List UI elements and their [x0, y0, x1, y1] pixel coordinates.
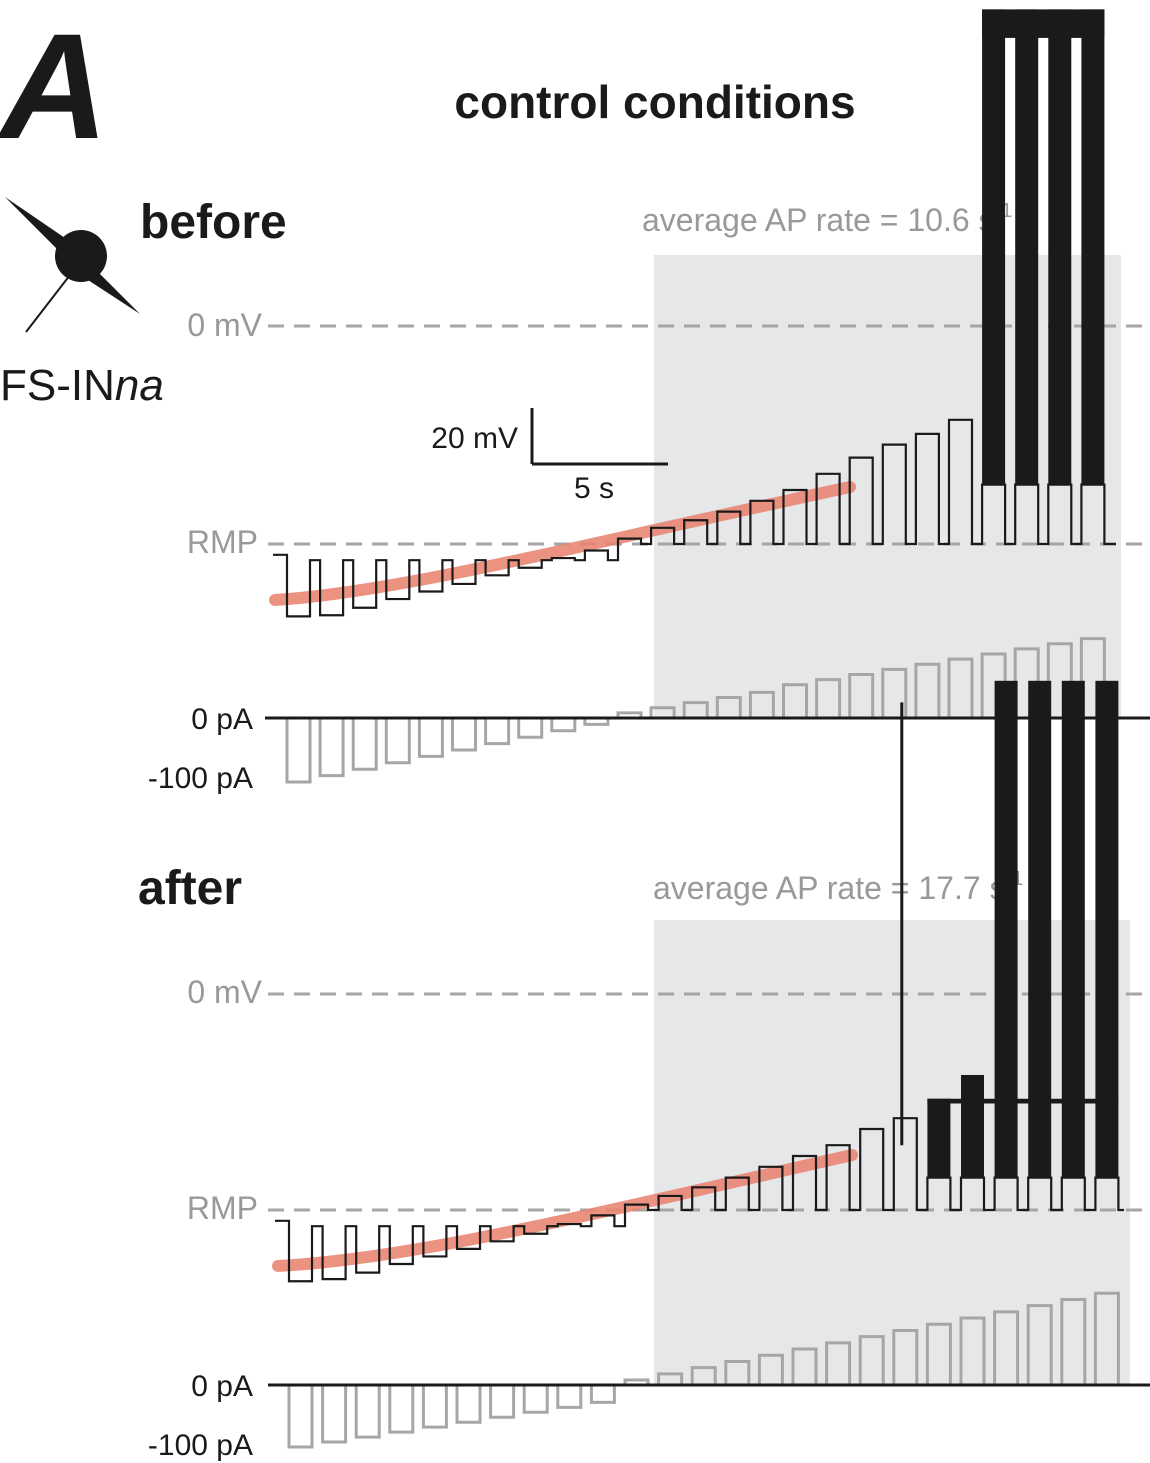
current-step	[388, 1385, 415, 1434]
current-step	[1026, 1304, 1053, 1385]
minus100-pa-label-before: -100 pA	[148, 762, 253, 795]
current-step	[287, 1385, 314, 1449]
current-step	[421, 1385, 448, 1429]
current-step	[384, 718, 411, 765]
rmp-label-after: RMP	[187, 1190, 258, 1226]
current-step	[417, 718, 444, 758]
current-step	[351, 718, 378, 771]
current-step	[616, 711, 643, 718]
current-step	[848, 672, 875, 718]
current-step	[858, 1335, 885, 1385]
spike-band	[982, 9, 1006, 485]
current-step	[782, 683, 808, 718]
spike-band	[1048, 9, 1072, 485]
panel-letter: A	[0, 2, 108, 170]
current-step	[1093, 1291, 1120, 1385]
cell-type-subscript: na	[115, 361, 164, 410]
current-step	[589, 1385, 616, 1404]
scale-bar-voltage: 20 mV	[431, 422, 518, 455]
current-step	[881, 667, 908, 718]
shade-region-after	[654, 920, 1130, 1385]
current-step	[825, 1341, 852, 1385]
spike-band-peak	[982, 9, 1105, 38]
current-step	[484, 718, 511, 746]
current-step	[318, 718, 345, 778]
scale-bar: 20 mV 5 s	[431, 408, 668, 505]
current-step	[455, 1385, 482, 1424]
current-step	[914, 662, 941, 718]
current-steps-after	[287, 1291, 1120, 1449]
current-step	[791, 1347, 818, 1385]
cell-type-label: FS-INna	[0, 361, 164, 410]
zero-pa-label-after: 0 pA	[191, 1370, 253, 1403]
spike-band	[1095, 680, 1119, 1178]
current-step	[556, 1385, 583, 1409]
current-step	[959, 1316, 986, 1385]
spike-band	[1015, 9, 1039, 485]
voltage-trace-line	[273, 418, 1116, 618]
current-step	[682, 701, 709, 718]
voltage-trace-after	[275, 680, 1124, 1283]
ap-rate-after-text: average AP rate = 17.7 s	[653, 870, 1006, 906]
current-step	[815, 678, 842, 718]
current-step	[657, 1372, 684, 1385]
ap-rate-after: average AP rate = 17.7 s-1	[653, 868, 1023, 906]
current-step	[354, 1385, 381, 1439]
current-steps-before	[285, 637, 1106, 784]
current-step	[690, 1366, 717, 1385]
current-step	[649, 706, 676, 718]
zero-mv-label-before: 0 mV	[187, 307, 262, 343]
current-step	[993, 1310, 1020, 1385]
current-step	[522, 1385, 549, 1414]
current-step	[285, 718, 312, 784]
current-step	[1079, 637, 1106, 718]
current-step	[925, 1322, 952, 1385]
spike-band	[994, 680, 1018, 1178]
current-step	[892, 1328, 919, 1385]
current-step	[947, 657, 974, 718]
current-step	[623, 1378, 650, 1385]
current-step	[715, 696, 742, 718]
minus100-pa-label-after: -100 pA	[148, 1429, 253, 1462]
voltage-trace-before	[273, 9, 1116, 618]
condition-label-before: before	[140, 196, 287, 249]
cell-type-main: FS-IN	[0, 361, 115, 410]
spike-band	[961, 1075, 984, 1178]
zero-mv-label-after: 0 mV	[187, 974, 262, 1010]
current-step	[517, 718, 544, 739]
current-step	[748, 690, 775, 718]
current-step	[757, 1353, 784, 1385]
current-step	[1060, 1297, 1087, 1385]
condition-label-after: after	[138, 862, 242, 915]
current-step	[451, 718, 477, 752]
current-step	[321, 1385, 348, 1444]
spike-band	[1081, 9, 1105, 485]
figure-title: control conditions	[454, 76, 855, 128]
shade-region-before	[654, 255, 1121, 718]
panel-after: after average AP rate = 17.7 s-1 0 mV RM…	[138, 680, 1150, 1462]
ap-rate-before-text: average AP rate = 10.6 s	[642, 202, 995, 238]
zero-pa-label-before: 0 pA	[191, 703, 253, 736]
current-step	[583, 718, 610, 726]
spike-band-peak	[927, 1098, 1119, 1104]
scale-bar-time: 5 s	[574, 472, 614, 505]
panel-before: before average AP rate = 10.6 s-1 0 mV R…	[140, 9, 1150, 795]
ap-rate-before: average AP rate = 10.6 s-1	[642, 200, 1012, 238]
spike-band	[1061, 680, 1085, 1178]
spike-band	[1028, 680, 1052, 1178]
neuron-icon	[5, 197, 140, 333]
voltage-trace-line	[275, 1117, 1124, 1283]
current-step	[550, 718, 577, 733]
rmp-label-before: RMP	[187, 524, 258, 560]
current-step	[489, 1385, 516, 1419]
current-step	[724, 1359, 751, 1385]
spike-band	[927, 1098, 951, 1178]
